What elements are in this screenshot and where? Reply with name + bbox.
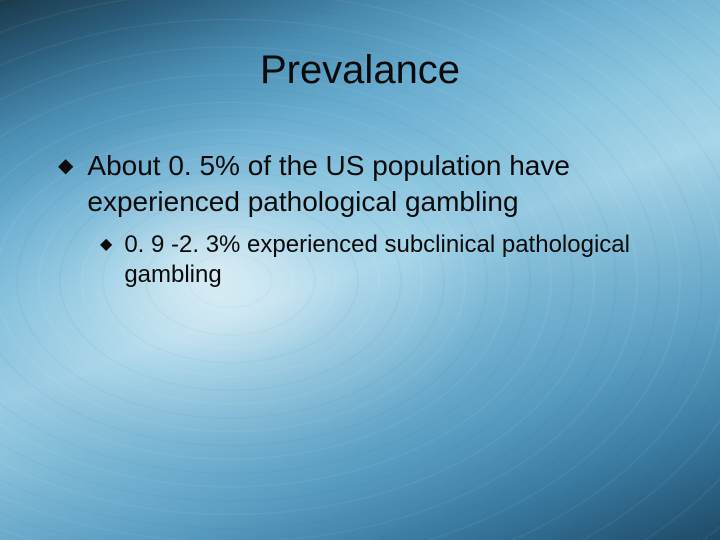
bullet-level-1: ◆ About 0. 5% of the US population have … — [58, 148, 680, 220]
slide: Prevalance ◆ About 0. 5% of the US popul… — [0, 0, 720, 540]
diamond-icon: ◆ — [100, 230, 112, 260]
bullet-text: About 0. 5% of the US population have ex… — [87, 148, 680, 220]
diamond-icon: ◆ — [58, 148, 73, 184]
slide-body: ◆ About 0. 5% of the US population have … — [58, 148, 680, 290]
bullet-text: 0. 9 -2. 3% experienced subclinical path… — [124, 230, 680, 290]
bullet-level-2: ◆ 0. 9 -2. 3% experienced subclinical pa… — [100, 230, 680, 290]
slide-title: Prevalance — [0, 48, 720, 93]
